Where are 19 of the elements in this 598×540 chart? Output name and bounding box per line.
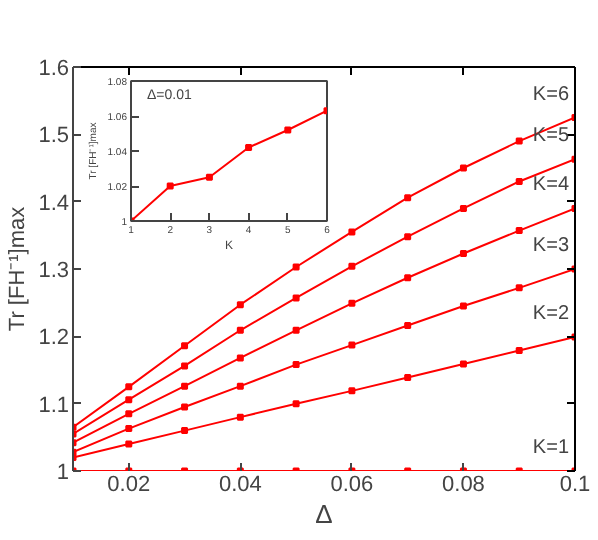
x-tick-label: 0.1	[559, 473, 591, 497]
y-tick-label: 1.3	[38, 259, 70, 283]
annotation: K=1	[532, 437, 570, 459]
annotation: K=5	[532, 125, 570, 148]
x-tick-label: 0.02	[107, 473, 151, 497]
y-tick-label: 1.4	[38, 191, 70, 216]
y-tick-label: 1.1	[38, 393, 70, 418]
annotation: K=6	[532, 83, 570, 106]
x-axis-title: Δ	[315, 499, 334, 529]
y-tick-label: 1.5	[38, 124, 70, 149]
x-tick-label: 0.08	[442, 473, 485, 497]
annotation: K=2	[532, 303, 570, 326]
annotation: K=4	[532, 174, 570, 197]
x-tick-label: 0.06	[330, 473, 374, 497]
annotation: K=3	[532, 235, 570, 257]
x-tick-label: 0.04	[218, 473, 262, 497]
y-axis-title: Tr [FH⁻¹]max	[6, 205, 31, 332]
y-tick-label: 1.2	[38, 326, 70, 351]
y-tick-label: 1.6	[38, 57, 70, 81]
